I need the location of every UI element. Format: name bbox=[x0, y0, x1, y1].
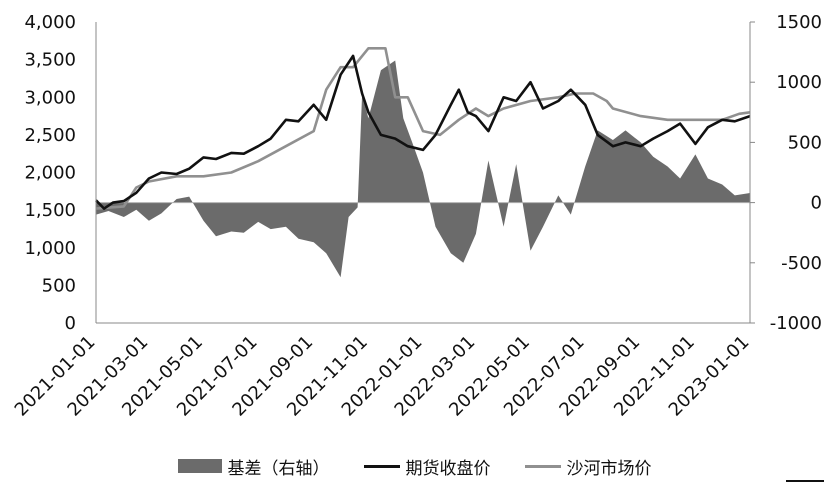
right-axis-ticks: 1500 1000 500 0 -500 -1000 bbox=[750, 12, 822, 334]
left-tick-label: 3,500 bbox=[24, 50, 76, 71]
legend-swatch-basis bbox=[177, 459, 222, 473]
market-price-series bbox=[95, 46, 751, 210]
corner-rule bbox=[786, 480, 824, 482]
right-tick-label: 500 bbox=[788, 132, 822, 153]
left-tick-label: 1,500 bbox=[24, 200, 76, 221]
left-tick-label: 3,000 bbox=[24, 87, 76, 108]
legend-item-futures: 期货收盘价 bbox=[363, 454, 491, 479]
legend-label-basis: 基差（右轴） bbox=[227, 458, 330, 479]
legend-swatch-futures bbox=[363, 464, 400, 468]
legend-item-market: 沙河市场价 bbox=[524, 454, 652, 479]
right-tick-label: -1000 bbox=[770, 313, 822, 334]
legend-item-basis: 基差（右轴） bbox=[177, 454, 330, 479]
futures-close-series bbox=[95, 54, 751, 210]
left-tick-label: 4,000 bbox=[24, 12, 76, 33]
x-axis-ticks: 2021-01-012021-03-012021-05-012021-07-01… bbox=[11, 332, 754, 421]
left-tick-label: 1,000 bbox=[24, 238, 76, 259]
legend-label-futures: 期货收盘价 bbox=[405, 458, 491, 479]
left-tick-label: 500 bbox=[42, 275, 76, 296]
right-tick-label: 0 bbox=[811, 193, 822, 214]
left-tick-label: 2,000 bbox=[24, 163, 76, 184]
market-price-line bbox=[95, 46, 751, 210]
futures-close-line bbox=[95, 54, 751, 210]
right-tick-label: 1500 bbox=[776, 12, 822, 33]
left-tick-label: 0 bbox=[65, 313, 76, 334]
legend-swatch-market bbox=[524, 464, 561, 468]
plot-frame bbox=[95, 22, 751, 324]
left-tick-label: 2,500 bbox=[24, 125, 76, 146]
basis-area-series bbox=[96, 60, 750, 278]
legend: 基差（右轴） 期货收盘价 沙河市场价 bbox=[0, 452, 829, 480]
left-axis-ticks: 4,000 3,500 3,000 2,500 2,000 1,500 1,000 500 0 bbox=[24, 12, 76, 334]
right-tick-label: -500 bbox=[781, 253, 822, 274]
legend-label-market: 沙河市场价 bbox=[566, 458, 652, 479]
right-tick-label: 1000 bbox=[776, 72, 822, 93]
basis-area bbox=[96, 60, 750, 278]
